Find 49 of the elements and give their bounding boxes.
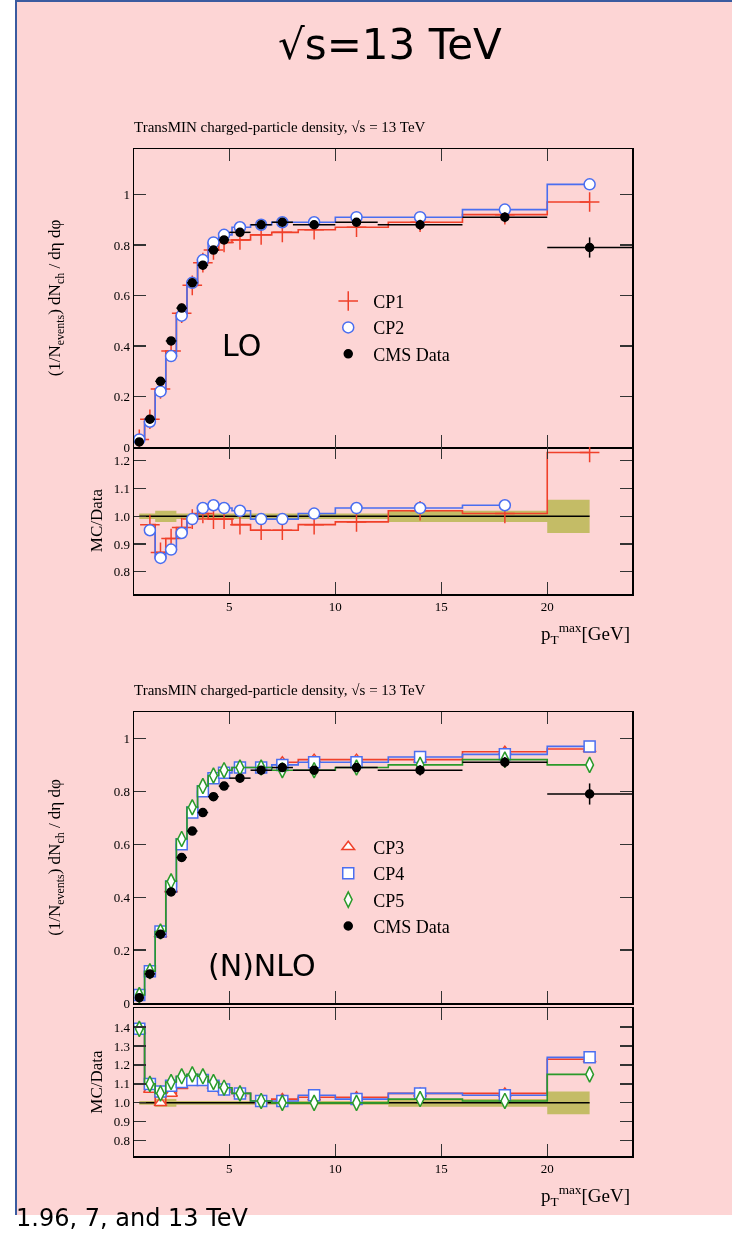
y-tick-label: 1 [123,187,130,203]
y-tick-label: 0.6 [113,836,131,852]
text: √s=13 TeV [278,20,502,69]
legend-label: CP2 [373,318,405,339]
x-tick-label: 10 [328,599,342,615]
y-tick-label: 1 [123,731,130,746]
y-tick-label: 0.9 [113,536,130,552]
legend-label: CMS Data [373,917,450,938]
y-tick-label: 1.2 [113,453,130,469]
x-tick-label: 10 [328,1161,342,1177]
y-tick-label: 1.2 [113,1057,130,1073]
y-tick-label: 1.4 [113,1019,131,1035]
y-tick-label: 1.0 [113,508,130,524]
chart-title: TransMIN charged-particle density, √s = 13 TeV [134,119,426,136]
y-tick-label: 0.2 [113,942,130,958]
y-tick-label: 0.6 [113,288,131,304]
y-tick-label: 0.8 [113,783,130,799]
y-tick-label: 1.0 [113,1095,130,1111]
x-axis-title: p$_{T}$$^{max}$[GeV] [541,1182,631,1209]
annotation: (N)NLO [208,948,316,983]
y-tick-label: 0.9 [113,1114,130,1130]
x-axis-title: p$_{T}$$^{max}$[GeV] [541,620,631,647]
y-tick-label: 1.1 [113,1076,130,1092]
y-tick-label: 1.1 [113,481,130,497]
legend-label: CP3 [373,837,405,858]
y-tick-label: 0 [123,439,130,455]
y-tick-label: 0.4 [113,889,131,905]
x-tick-label: 5 [226,1161,233,1177]
x-tick-label: 20 [540,599,554,615]
x-tick-label: 20 [540,1161,554,1177]
chart-title: TransMIN charged-particle density, √s = 13 TeV [134,682,426,699]
annotation: LO [222,328,262,363]
x-tick-label: 15 [434,1161,448,1177]
x-tick-label: 15 [434,599,448,615]
y-tick-label: 0.8 [113,237,130,253]
y-axis-title: MC/Data [87,1049,107,1114]
y-tick-label: 0.4 [113,338,131,354]
y-tick-label: 0.8 [113,564,130,580]
text: 1.96, 7, and 13 TeV [16,1204,249,1232]
y-tick-label: 0.8 [113,1133,130,1149]
legend-label: CMS Data [373,344,450,365]
y-tick-label: 1.3 [113,1038,130,1054]
legend-label: CP5 [373,890,405,911]
y-tick-label: 0 [123,995,130,1011]
y-tick-label: 0.2 [113,389,130,405]
legend-label: CP1 [373,292,405,313]
x-tick-label: 5 [226,599,233,615]
legend-label: CP4 [373,864,405,885]
y-axis-title: MC/Data [87,488,107,553]
